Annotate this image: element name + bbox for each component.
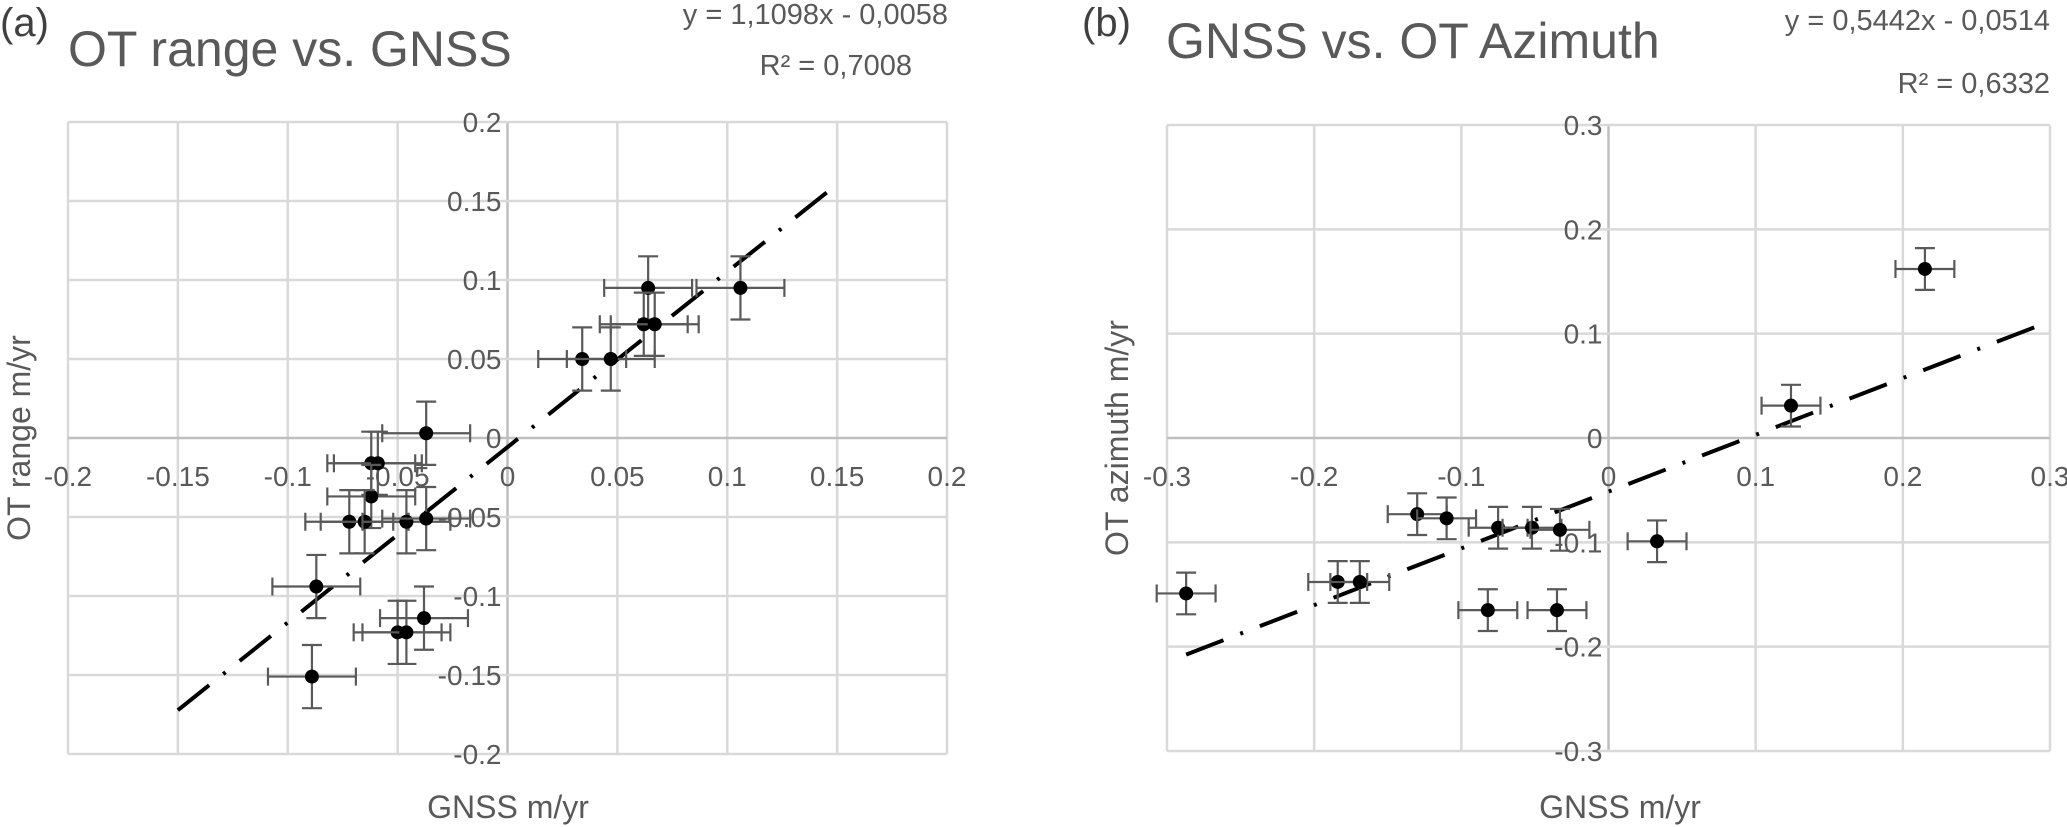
panel-b-y-tick-label: -0.2 xyxy=(1554,632,1602,663)
panel-b-data-point xyxy=(1524,520,1539,535)
panel-a-data-point-group xyxy=(266,643,357,710)
panel-a-data-point xyxy=(364,489,379,504)
panel-b-data-point-group xyxy=(1501,505,1563,550)
panel-b-y-tick-label: 0.1 xyxy=(1564,319,1603,350)
panel-b-data-point xyxy=(1783,398,1798,413)
panel-b-data-point-group xyxy=(1457,588,1519,633)
panel-b-data-point-group xyxy=(1894,247,1956,291)
panel-a-data-point xyxy=(641,280,656,295)
panel-a-trend-equation: y = 1,1098x - 0,0058 xyxy=(683,0,948,31)
panel-b-data-point-group xyxy=(1307,560,1369,604)
panel-a-plot: -0.2 -0.15 -0.1 -0.05 0 0.05 0.1 0.15 0.2-0.2-0.… xyxy=(44,107,967,770)
panel-b-y-tick-label: 0.2 xyxy=(1564,214,1603,245)
panel-a-trendline xyxy=(176,182,839,712)
panel-a-r2: R² = 0,7008 xyxy=(760,50,912,82)
panel-b-data-point xyxy=(1549,603,1564,618)
panel-a-data-point-group xyxy=(609,291,700,357)
panel-a-data-point xyxy=(603,352,618,366)
panel-b-y-axis-title: OT azimuth m/yr xyxy=(1099,320,1135,556)
panel-b-data-point-group xyxy=(1329,560,1391,604)
panel-a-y-axis-title: OT range m/yr xyxy=(1,335,37,541)
panel-a-data-point-group xyxy=(565,326,656,392)
panel-a-data-point-group xyxy=(381,485,472,552)
panel-b-data-point xyxy=(1179,586,1194,601)
panel-a-data-point xyxy=(399,514,414,529)
panel-a-x-tick-label: 0.1 xyxy=(708,461,747,492)
panel-a-y-tick-label: -0.2 xyxy=(453,739,501,770)
panel-b-x-tick-label: 0.1 xyxy=(1736,461,1775,492)
panel-b-y-tick-label: 0.3 xyxy=(1564,110,1603,141)
panel-b-x-tick-label: -0.3 xyxy=(1143,461,1191,492)
panel-a-data-point xyxy=(647,317,662,332)
panel-b-title: GNSS vs. OT Azimuth xyxy=(1166,13,1660,69)
panel-a-x-tick-label: 0.15 xyxy=(810,461,865,492)
panel-a-y-tick-label: -0.15 xyxy=(438,660,502,691)
panel-a-data-point xyxy=(733,280,748,295)
panel-b-data-point xyxy=(1352,574,1367,589)
panel-a-x-axis-title: GNSS m/yr xyxy=(427,789,589,825)
panel-b-data-point xyxy=(1650,534,1665,549)
panel-b-plot: -0.3 -0.2 -0.1 0 0.1 0.2 0.3-0.3-0.2-0.100.10.… xyxy=(1143,110,2067,767)
panel-b-data-point xyxy=(1480,603,1495,618)
panel-b-data-point-group xyxy=(1529,507,1591,552)
panel-a-y-tick-label: -0.1 xyxy=(453,581,501,612)
panel-b-y-tick-label: 0 xyxy=(1587,423,1603,454)
panel-a-data-point-group xyxy=(361,599,452,666)
panel-a-y-tick-label: 0.15 xyxy=(447,186,502,217)
panel-a-data-point-group xyxy=(695,255,786,321)
panel-a-data-point xyxy=(419,426,434,441)
panel-b-r2: R² = 0,6332 xyxy=(1898,68,2050,100)
panel-b-data-point-group xyxy=(1416,496,1478,541)
panel-a-x-tick-label: 0.2 xyxy=(928,461,967,492)
panel-a-data-point xyxy=(370,456,385,471)
panel-b-y-tick-label: -0.3 xyxy=(1554,736,1602,767)
panel-a-y-tick-label: 0 xyxy=(486,423,502,454)
panel-b-x-axis-title: GNSS m/yr xyxy=(1539,789,1701,825)
panel-b-x-tick-label: 0.2 xyxy=(1883,461,1922,492)
panel-b-data-point-group xyxy=(1760,383,1822,428)
panel-b-trendline xyxy=(1185,325,2037,657)
panel-a-x-tick-label: -0.2 xyxy=(44,461,92,492)
panel-b-x-tick-label: -0.1 xyxy=(1437,461,1485,492)
panel-b-label: (b) xyxy=(1082,1,1131,45)
panel-b-x-tick-label: 0 xyxy=(1601,461,1617,492)
panel-b-data-point-group xyxy=(1155,571,1217,616)
panel-a-x-tick-label: -0.1 xyxy=(264,461,312,492)
panel-a-label: (a) xyxy=(0,1,49,45)
panel-a-data-point-group xyxy=(271,553,362,620)
panel-a-data-point-group xyxy=(381,400,472,466)
panel-a-x-tick-label: 0.05 xyxy=(590,461,645,492)
panel-b-trend-equation: y = 0,5442x - 0,0514 xyxy=(1785,5,2050,37)
panel-a-data-point xyxy=(304,669,319,684)
panel-b-data-point xyxy=(1552,522,1567,537)
panel-a-title: OT range vs. GNSS xyxy=(68,21,512,77)
panel-a-data-point-group xyxy=(378,585,470,651)
panel-a-x-tick-label: 0 xyxy=(500,461,516,492)
panel-a-data-point xyxy=(309,579,324,594)
panel-b-data-point-group xyxy=(1526,588,1588,633)
panel-a-y-tick-label: 0.05 xyxy=(447,344,502,375)
panel-b-x-tick-label: -0.2 xyxy=(1290,461,1338,492)
panel-a-data-point xyxy=(416,611,431,626)
panel-b-data-point xyxy=(1439,511,1454,526)
panel-a-x-tick-label: -0.15 xyxy=(146,461,210,492)
panel-b-x-tick-label: 0.3 xyxy=(2031,461,2067,492)
panel-b-data-point xyxy=(1917,261,1932,276)
panel-b-data-point-group xyxy=(1626,519,1688,564)
panel-a-data-point xyxy=(419,511,434,526)
panel-a-y-tick-label: 0.1 xyxy=(463,265,502,296)
panel-a-y-tick-label: 0.2 xyxy=(463,107,502,138)
panel-a-data-point xyxy=(399,625,414,640)
